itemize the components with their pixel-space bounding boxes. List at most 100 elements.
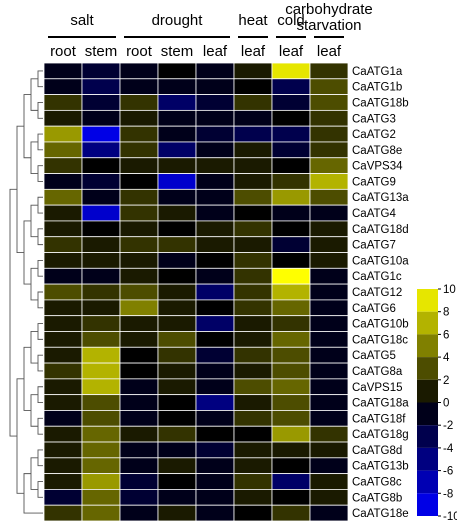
heat-cell <box>43 220 83 238</box>
heat-cell <box>195 252 235 269</box>
column-label: stem <box>161 43 194 60</box>
heat-cell <box>157 425 197 443</box>
heat-cell <box>271 94 311 111</box>
heat-cell <box>195 378 235 396</box>
heat-cell <box>81 441 121 459</box>
gene-label: CaATG9 <box>352 176 396 188</box>
legend-swatch <box>417 470 438 494</box>
heat-cell <box>309 315 349 332</box>
heat-cell <box>43 473 83 490</box>
heat-cell <box>119 394 159 411</box>
heat-cell <box>271 299 311 317</box>
heat-cell <box>195 489 235 506</box>
heat-cell <box>157 362 197 380</box>
dendrogram-branch <box>37 165 43 182</box>
heat-cell <box>157 78 197 95</box>
heat-cell <box>43 315 83 332</box>
heat-cell <box>43 109 83 127</box>
heat-cell <box>309 188 349 206</box>
heat-cell <box>119 410 159 427</box>
heat-cell <box>119 425 159 443</box>
heat-cell <box>157 267 197 285</box>
heat-cell <box>233 78 273 95</box>
heat-cell <box>309 410 349 427</box>
heat-cell <box>195 157 235 174</box>
heat-cell <box>309 252 349 269</box>
column-label: leaf <box>317 43 342 60</box>
heat-cell <box>43 78 83 95</box>
gene-label: CaATG13a <box>352 192 409 204</box>
heat-cell <box>81 283 121 301</box>
heat-cell <box>119 62 159 80</box>
legend-tick-label: 4 <box>443 352 450 364</box>
heat-cell <box>157 188 197 206</box>
dendrogram-branch <box>37 481 43 498</box>
heat-cell <box>119 188 159 206</box>
heat-cell <box>157 331 197 348</box>
heat-cell <box>271 267 311 285</box>
heat-cell <box>309 362 349 380</box>
gene-label: CaATG2 <box>352 129 396 141</box>
group-label: salt <box>70 12 94 29</box>
heat-cell <box>195 441 235 459</box>
heat-cell <box>233 362 273 380</box>
heat-cell <box>271 125 311 143</box>
dendrogram-branch <box>37 417 43 435</box>
gene-label: CaATG18d <box>352 224 409 236</box>
dendrogram-branch <box>30 78 38 111</box>
gene-label: CaATG10b <box>352 319 409 331</box>
heat-cell <box>81 394 121 411</box>
heat-cell <box>195 141 235 159</box>
heat-cell <box>81 457 121 475</box>
heat-cell <box>119 378 159 396</box>
heat-cell <box>119 267 159 285</box>
heat-cell <box>43 504 83 522</box>
heat-cell <box>271 504 311 522</box>
heat-cell <box>157 109 197 127</box>
column-label: stem <box>85 43 118 60</box>
row-dendrogram <box>9 70 43 514</box>
heat-cell <box>233 157 273 174</box>
heat-cell <box>157 220 197 238</box>
dendrogram-branch <box>37 449 43 467</box>
dendrogram-branch <box>30 457 38 490</box>
heat-cell <box>309 204 349 222</box>
dendrogram-branch <box>9 188 17 437</box>
heat-cell <box>119 489 159 506</box>
heat-cell <box>157 141 197 159</box>
heat-cell <box>271 362 311 380</box>
heat-cell <box>81 299 121 317</box>
heat-cell <box>233 378 273 396</box>
heat-cell <box>271 157 311 174</box>
heat-cell <box>195 394 235 411</box>
heat-cell <box>309 331 349 348</box>
heat-cell <box>157 473 197 490</box>
heat-cell <box>43 346 83 364</box>
heat-cell <box>233 188 273 206</box>
heat-cell <box>43 188 83 206</box>
dendrogram-branch <box>23 346 31 411</box>
heat-cell <box>195 267 235 285</box>
heat-cell <box>119 125 159 143</box>
heat-cell <box>119 204 159 222</box>
heatmap-cells <box>43 62 349 522</box>
heat-cell <box>233 331 273 348</box>
heat-cell <box>157 236 197 253</box>
heat-cell <box>119 441 159 459</box>
heat-cell <box>309 441 349 459</box>
dendrogram-branch <box>30 394 38 427</box>
heat-cell <box>43 125 83 143</box>
dendrogram-branch <box>16 378 24 494</box>
heat-cell <box>43 299 83 317</box>
heat-cell <box>233 315 273 332</box>
heat-cell <box>81 346 121 364</box>
legend-swatch <box>417 357 438 380</box>
heat-cell <box>43 362 83 380</box>
heat-cell <box>271 331 311 348</box>
heat-cell <box>157 62 197 80</box>
heat-cell <box>233 125 273 143</box>
heat-cell <box>271 410 311 427</box>
heat-cell <box>195 425 235 443</box>
heat-cell <box>233 441 273 459</box>
dendrogram-branch <box>37 354 43 372</box>
